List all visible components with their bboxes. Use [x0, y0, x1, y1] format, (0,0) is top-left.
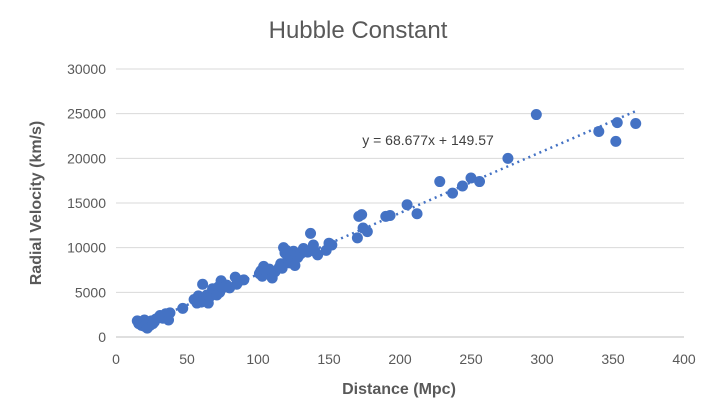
x-tick-label: 50 — [179, 351, 195, 367]
data-point — [305, 227, 317, 239]
y-tick-label: 25000 — [67, 106, 106, 122]
data-point — [384, 210, 396, 222]
data-point — [401, 199, 413, 211]
data-point — [630, 117, 642, 129]
data-point — [593, 126, 605, 138]
y-tick-labels: 0 5000 10000 15000 20000 25000 30000 — [67, 61, 106, 345]
y-tick-label: 15000 — [67, 195, 106, 211]
trendline-equation: y = 68.677x + 149.57 — [362, 132, 494, 148]
x-tick-label: 250 — [459, 351, 483, 367]
x-axis-label: Distance (Mpc) — [342, 381, 456, 398]
x-tick-label: 100 — [246, 351, 270, 367]
y-tick-label: 20000 — [67, 150, 106, 166]
data-point — [351, 232, 363, 244]
data-point — [434, 176, 446, 188]
data-point — [197, 278, 209, 290]
y-tick-label: 10000 — [67, 240, 106, 256]
x-tick-labels: 0 50 100 150 200 250 300 350 400 — [112, 351, 696, 367]
y-tick-label: 0 — [98, 329, 106, 345]
x-tick-label: 0 — [112, 351, 120, 367]
data-points — [131, 109, 642, 334]
y-tick-label: 30000 — [67, 61, 106, 77]
x-tick-label: 150 — [317, 351, 341, 367]
data-point — [326, 239, 338, 251]
data-point — [456, 180, 468, 192]
data-point — [465, 172, 477, 184]
data-point — [611, 117, 623, 129]
data-point — [361, 226, 373, 238]
x-tick-label: 350 — [601, 351, 625, 367]
data-point — [474, 176, 486, 188]
data-point — [502, 152, 514, 164]
y-axis-label: Radial Velocity (km/s) — [28, 121, 45, 286]
data-point — [411, 208, 423, 220]
data-point — [447, 187, 459, 199]
data-point — [312, 249, 324, 261]
data-point — [177, 302, 189, 314]
y-tick-label: 5000 — [75, 284, 106, 300]
gridlines — [116, 68, 684, 293]
data-point — [238, 274, 250, 286]
x-tick-label: 200 — [388, 351, 412, 367]
data-point — [530, 109, 542, 121]
chart-title: Hubble Constant — [269, 17, 448, 44]
data-point — [164, 307, 176, 319]
x-tick-label: 400 — [672, 351, 696, 367]
data-point — [356, 209, 368, 221]
data-point — [610, 135, 622, 147]
x-tick-label: 300 — [530, 351, 554, 367]
